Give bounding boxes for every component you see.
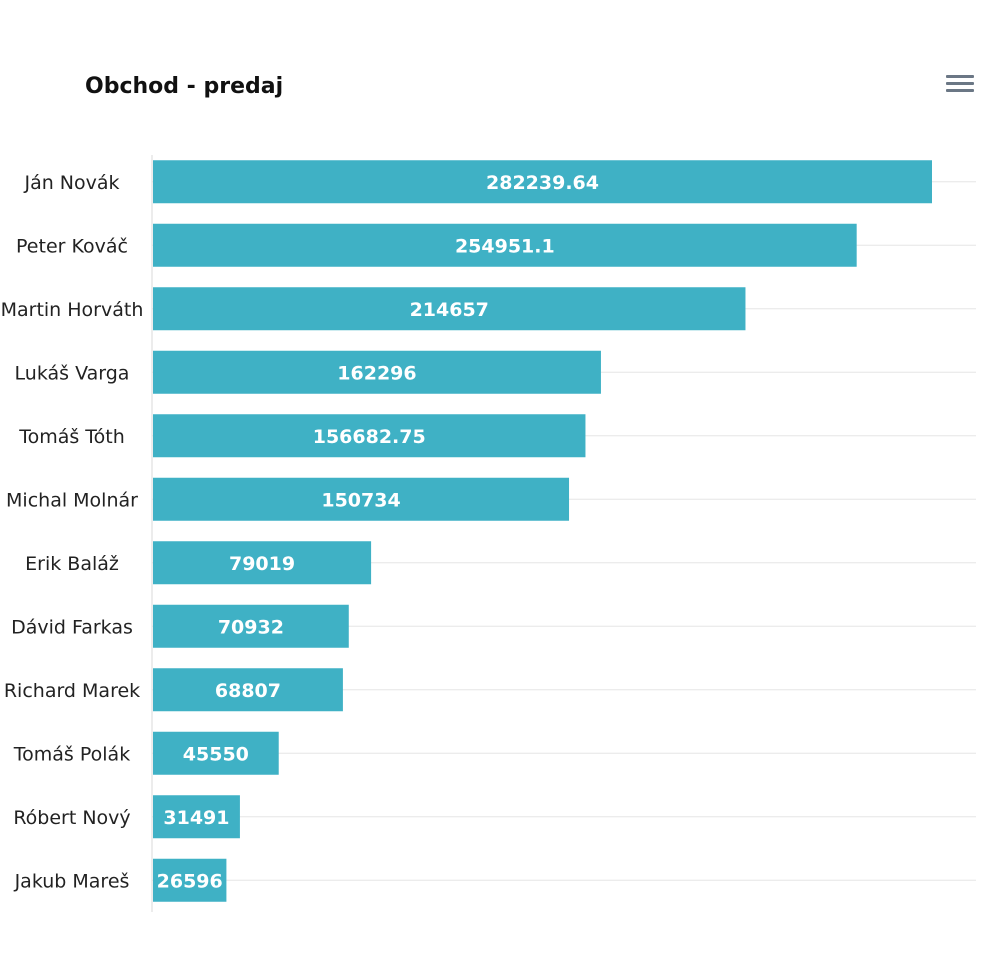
data-label: 156682.75 — [313, 426, 426, 448]
category-label: Erik Baláž — [25, 553, 119, 575]
category-label: Michal Molnár — [6, 489, 138, 511]
bar[interactable] — [153, 350, 601, 394]
category-label: Ján Novák — [23, 172, 119, 194]
data-label: 254951.1 — [455, 235, 555, 257]
menu-line — [946, 75, 974, 78]
category-label: Dávid Farkas — [11, 616, 133, 638]
data-label: 214657 — [410, 299, 489, 321]
bar[interactable] — [153, 668, 343, 712]
bars — [153, 160, 932, 902]
chart-title: Obchod - predaj — [85, 74, 284, 99]
data-label: 282239.64 — [486, 172, 599, 194]
bar[interactable] — [153, 731, 279, 775]
bar[interactable] — [153, 287, 746, 331]
menu-line — [946, 82, 974, 85]
data-label: 79019 — [229, 553, 295, 575]
category-label: Tomáš Tóth — [18, 426, 125, 448]
category-label: Róbert Nový — [13, 807, 130, 829]
category-label: Peter Kováč — [16, 235, 128, 257]
bar[interactable] — [153, 604, 349, 648]
bar[interactable] — [153, 477, 570, 521]
data-label: 150734 — [321, 489, 400, 511]
data-label: 26596 — [157, 870, 223, 892]
bar[interactable] — [153, 541, 372, 585]
bar[interactable] — [153, 160, 932, 204]
category-label: Tomáš Polák — [13, 743, 130, 765]
category-label: Martin Horváth — [1, 299, 144, 321]
category-label: Lukáš Varga — [15, 362, 130, 384]
category-labels: Ján Novák Peter Kováč Martin Horváth Lukáš … — [1, 172, 144, 893]
data-label: 31491 — [163, 807, 229, 829]
bar[interactable] — [153, 858, 227, 902]
category-label: Richard Marek — [4, 680, 140, 702]
bar[interactable] — [153, 414, 586, 458]
bar[interactable] — [153, 223, 857, 267]
bar[interactable] — [153, 795, 240, 839]
hamburger-menu-icon[interactable] — [944, 72, 976, 94]
data-labels: 282239.64 254951.1 214657 162296 156682.75 15… — [157, 172, 599, 893]
data-label: 68807 — [215, 680, 281, 702]
data-label: 162296 — [337, 362, 416, 384]
category-label: Jakub Mareš — [14, 870, 130, 892]
data-label: 70932 — [218, 616, 284, 638]
menu-line — [946, 89, 974, 92]
grid-lines — [152, 181, 976, 881]
data-label: 45550 — [183, 743, 249, 765]
